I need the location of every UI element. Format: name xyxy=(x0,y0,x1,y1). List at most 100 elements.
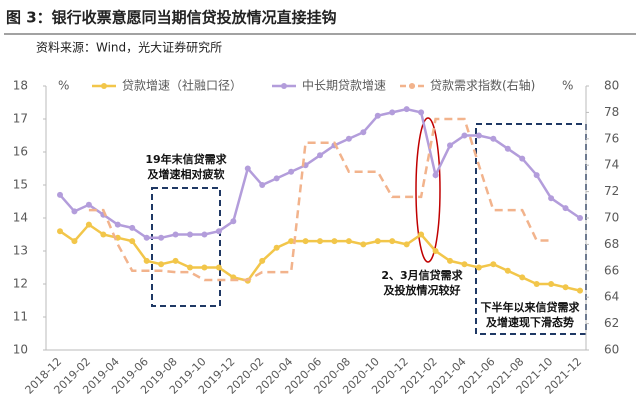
point xyxy=(201,231,208,238)
point xyxy=(187,231,193,238)
y-tick-label: 11 xyxy=(13,310,28,324)
point xyxy=(461,132,468,139)
point xyxy=(317,152,323,159)
point xyxy=(85,221,92,228)
point xyxy=(143,257,150,264)
point xyxy=(57,228,63,235)
chart-title: 图 3：银行收票意愿同当期信贷投放情况直接挂钩 xyxy=(6,9,337,27)
point xyxy=(389,109,396,116)
y-tick-label: 17 xyxy=(13,112,28,126)
point xyxy=(215,228,222,235)
point xyxy=(403,241,410,248)
source: 资料来源：Wind，光大证券研究所 xyxy=(36,40,222,55)
y-tick-label: 13 xyxy=(13,244,28,258)
point xyxy=(475,132,482,139)
highlight-ellipse xyxy=(415,117,441,263)
point xyxy=(360,241,367,248)
legend-marker xyxy=(101,83,107,89)
point xyxy=(389,238,396,245)
y-tick-label: 10 xyxy=(13,343,28,357)
point xyxy=(230,218,237,225)
y-unit: % xyxy=(58,79,69,93)
highlight-box xyxy=(151,187,221,307)
annotation: 及投放情况较好 xyxy=(384,283,461,297)
point xyxy=(577,215,583,221)
point xyxy=(562,205,569,212)
y-tick-label: 12 xyxy=(13,277,28,291)
point xyxy=(85,201,92,208)
point xyxy=(259,182,266,188)
point xyxy=(548,195,555,202)
point xyxy=(244,165,251,172)
y-tick-label: 18 xyxy=(13,79,28,93)
point xyxy=(288,168,295,175)
legend-label: 贷款增速（社融口径） xyxy=(122,78,242,93)
point xyxy=(259,257,266,264)
y2-tick-label: 60 xyxy=(604,343,619,357)
point xyxy=(360,129,367,136)
point xyxy=(302,238,309,245)
legend-marker xyxy=(281,83,287,89)
point xyxy=(187,264,193,271)
point xyxy=(548,281,555,287)
annotation: 下半年以来信贷需求 xyxy=(481,300,581,314)
point xyxy=(432,248,439,254)
point xyxy=(562,284,569,291)
point xyxy=(447,257,453,264)
point xyxy=(345,135,352,142)
point xyxy=(172,257,179,264)
point xyxy=(273,244,280,251)
annotation: 及增速相对疲软 xyxy=(148,167,226,181)
point xyxy=(504,145,511,152)
annotation: 及增速现下滑态势 xyxy=(486,315,574,329)
y2-unit: % xyxy=(562,79,573,93)
point xyxy=(129,224,136,231)
point xyxy=(447,142,453,149)
point xyxy=(403,106,410,113)
point xyxy=(461,261,468,268)
y2-tick-label: 78 xyxy=(604,105,619,119)
point xyxy=(374,238,381,245)
point xyxy=(143,234,150,241)
point xyxy=(519,155,526,162)
point xyxy=(71,208,78,215)
y2-tick-label: 80 xyxy=(604,79,619,93)
point xyxy=(418,231,425,238)
point xyxy=(533,281,540,287)
series-line xyxy=(88,117,552,282)
annotation: 19年末信贷需求 xyxy=(145,152,227,166)
point xyxy=(490,261,497,268)
y-tick-label: 16 xyxy=(13,145,28,159)
point xyxy=(71,238,78,245)
point xyxy=(577,287,583,294)
y2-tick-label: 64 xyxy=(604,290,619,304)
point xyxy=(57,191,63,198)
point xyxy=(273,175,280,182)
point xyxy=(519,274,526,281)
point xyxy=(172,231,179,238)
point xyxy=(158,261,165,268)
point xyxy=(418,109,425,116)
y-tick-label: 15 xyxy=(13,178,28,192)
point xyxy=(129,238,136,245)
point xyxy=(317,238,323,245)
y2-tick-label: 76 xyxy=(604,131,619,145)
point xyxy=(490,135,497,142)
y2-tick-label: 68 xyxy=(604,237,619,251)
legend-label: 中长期贷款增速 xyxy=(302,78,386,93)
y2-tick-label: 72 xyxy=(604,184,619,198)
y2-tick-label: 62 xyxy=(604,316,619,330)
point xyxy=(533,172,540,179)
legend-marker xyxy=(409,83,415,89)
y-tick-label: 14 xyxy=(13,211,28,225)
point xyxy=(114,221,121,228)
point xyxy=(475,264,482,271)
point xyxy=(201,264,208,271)
y2-tick-label: 74 xyxy=(604,158,619,172)
point xyxy=(288,238,295,245)
point xyxy=(345,238,352,245)
y2-tick-label: 66 xyxy=(604,263,619,277)
point xyxy=(504,267,511,274)
y2-tick-label: 70 xyxy=(604,211,619,225)
